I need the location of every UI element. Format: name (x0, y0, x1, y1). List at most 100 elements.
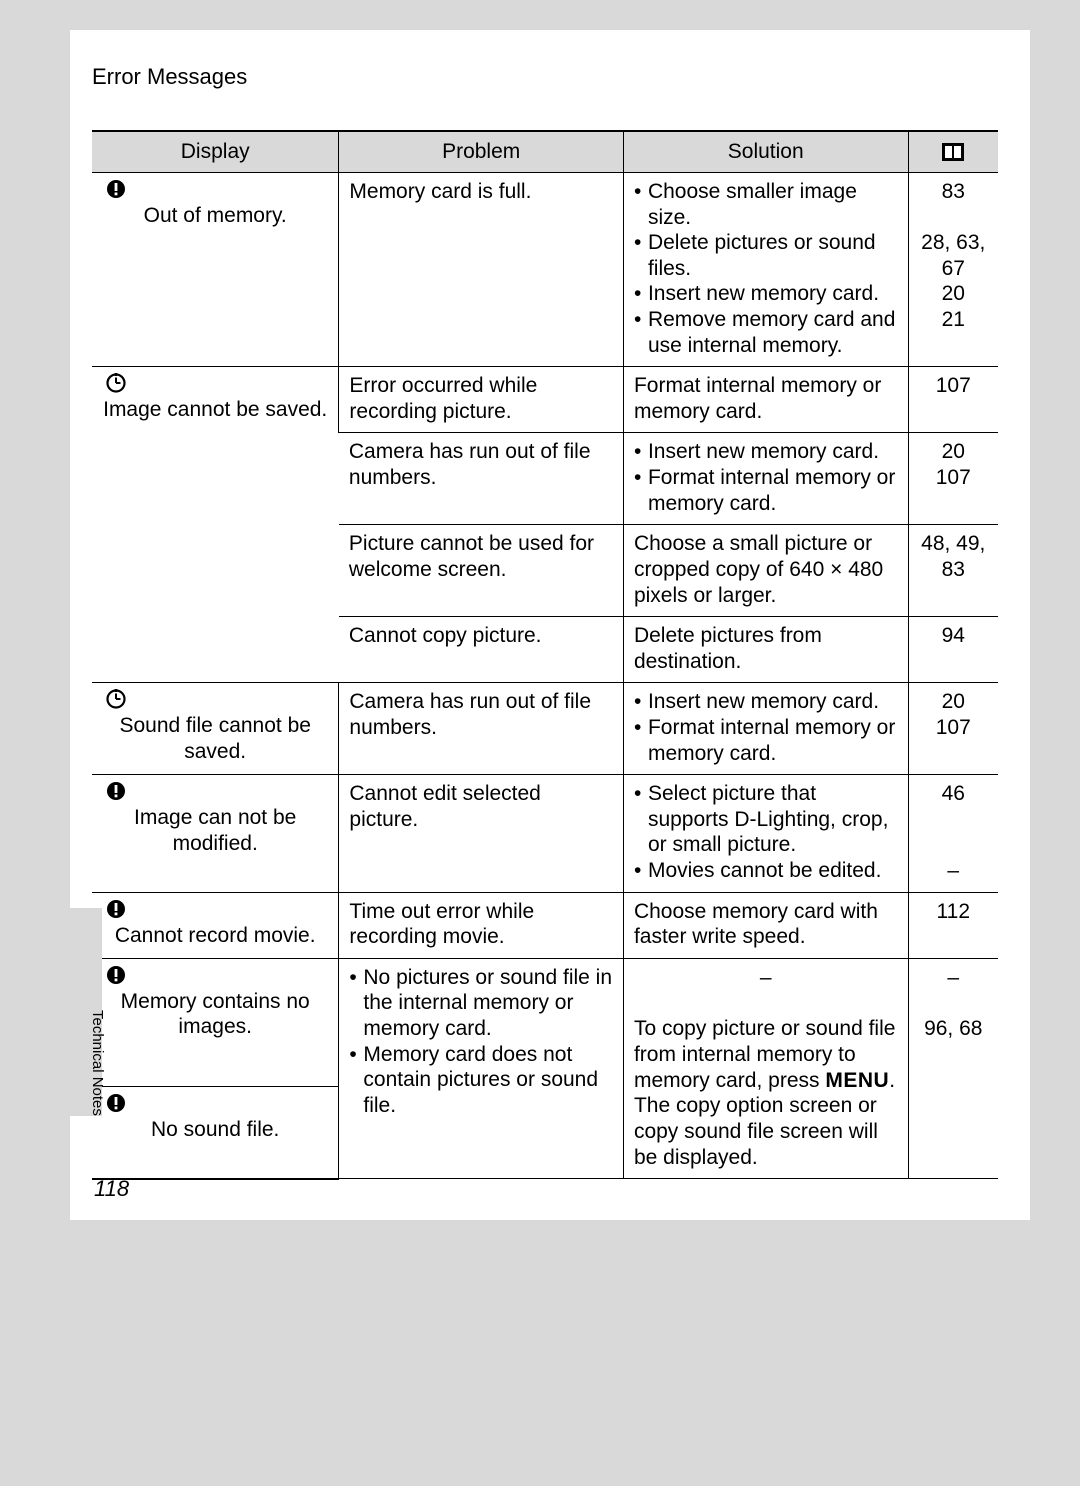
page-ref (919, 205, 988, 231)
reference-icon (942, 143, 964, 161)
clock-warning-icon (102, 373, 328, 397)
warning-icon (102, 781, 328, 805)
list-item: Format internal memory or memory card. (648, 465, 898, 516)
menu-label: MENU (825, 1069, 889, 1092)
page-title: Error Messages (70, 30, 1030, 102)
page-ref: 83 (919, 179, 988, 205)
table-row: Cannot record movie. Time out error while… (92, 892, 998, 958)
problem-cell: Cannot copy picture. (339, 617, 624, 683)
problem-cell: Camera has run out of file numbers. (339, 433, 624, 525)
list-item: Movies cannot be edited. (648, 858, 898, 884)
solution-cell: Format internal memory or memory card. (623, 367, 908, 433)
warning-icon (102, 1093, 328, 1117)
list-item: Format internal memory or memory card. (648, 715, 898, 766)
display-cell: Cannot record movie. (92, 892, 339, 958)
problem-cell: Camera has run out of file numbers. (339, 683, 624, 775)
problem-cell: No pictures or sound file in the interna… (339, 958, 624, 1178)
col-problem: Problem (339, 131, 624, 173)
page-ref: 46 (919, 781, 988, 807)
table-row: Out of memory.Memory card is full.Choose… (92, 173, 998, 367)
pages-cell: 83 28, 63, 672021 (908, 173, 998, 367)
solution-cell: – To copy picture or sound file from inte… (623, 958, 908, 1178)
page-ref: 20 (919, 439, 988, 465)
display-text: Sound file cannot be saved. (102, 713, 328, 764)
list-item: Memory card does not contain pictures or… (363, 1042, 613, 1119)
page-ref: 107 (919, 715, 988, 741)
col-reference (908, 131, 998, 173)
solution-cell: Choose memory card with faster write spe… (623, 892, 908, 958)
table-row: Image cannot be saved. Error occurred whi… (92, 367, 998, 433)
solution-pre: – (634, 965, 898, 991)
list-item: Remove memory card and use internal memo… (648, 307, 898, 358)
display-cell: Memory contains no images. (92, 958, 339, 1086)
page-ref: 20 (919, 689, 988, 715)
solution-text: To copy picture or sound file from inter… (634, 1016, 898, 1170)
list-item: Insert new memory card. (648, 281, 898, 307)
page-ref: 48, 49, 83 (919, 531, 988, 582)
pages-cell: 107 (908, 367, 998, 433)
page: Error Messages Technical Notes Display P… (70, 30, 1030, 1220)
list-item: Select picture that supports D-Lighting,… (648, 781, 898, 858)
pages-cell: 46 – (908, 775, 998, 892)
problem-cell: Time out error while recording movie. (339, 892, 624, 958)
table-header-row: Display Problem Solution (92, 131, 998, 173)
solution-cell: Choose smaller image size.Delete picture… (623, 173, 908, 367)
page-ref: – (919, 858, 988, 884)
problem-cell: Cannot edit selected picture. (339, 775, 624, 892)
page-ref: 94 (919, 623, 988, 649)
pages-cell: 48, 49, 83 (908, 525, 998, 617)
pages-cell: – 96, 68 (908, 958, 998, 1178)
page-ref: 28, 63, 67 (919, 230, 988, 281)
table-row: Memory contains no images. No pictures or… (92, 958, 998, 1086)
clock-warning-icon (102, 689, 328, 713)
page-ref: – (919, 965, 988, 991)
table-row: Image can not be modified.Cannot edit se… (92, 775, 998, 892)
list-item: Delete pictures or sound files. (648, 230, 898, 281)
problem-cell: Memory card is full. (339, 173, 624, 367)
page-ref (919, 807, 988, 833)
pages-cell: 20107 (908, 683, 998, 775)
col-solution: Solution (623, 131, 908, 173)
problem-cell: Picture cannot be used for welcome scree… (339, 525, 624, 617)
solution-cell: Select picture that supports D-Lighting,… (623, 775, 908, 892)
list-item: Insert new memory card. (648, 439, 898, 465)
page-ref: 20 (919, 281, 988, 307)
list-item: No pictures or sound file in the interna… (363, 965, 613, 1042)
page-ref: 107 (919, 373, 988, 399)
solution-cell: Choose a small picture or cropped copy o… (623, 525, 908, 617)
display-text: Out of memory. (102, 203, 328, 229)
display-text: Cannot record movie. (102, 923, 328, 949)
warning-icon (102, 899, 328, 923)
pages-cell: 112 (908, 892, 998, 958)
table-row: Sound file cannot be saved.Camera has ru… (92, 683, 998, 775)
display-cell: Out of memory. (92, 173, 339, 367)
page-ref: 21 (919, 307, 988, 333)
page-ref: 96, 68 (919, 1016, 988, 1042)
pages-cell: 20107 (908, 433, 998, 525)
pages-cell: 94 (908, 617, 998, 683)
warning-icon (102, 179, 328, 203)
page-ref (919, 990, 988, 1016)
solution-cell: Insert new memory card.Format internal m… (623, 433, 908, 525)
warning-icon (102, 965, 328, 989)
col-display: Display (92, 131, 339, 173)
page-number: 118 (94, 1176, 129, 1202)
display-cell: Sound file cannot be saved. (92, 683, 339, 775)
display-cell: No sound file. (92, 1086, 339, 1178)
page-ref: 107 (919, 465, 988, 491)
error-table-wrap: Display Problem Solution Out of memory. M… (70, 102, 1030, 1180)
page-ref (919, 832, 988, 858)
page-ref: 112 (919, 899, 988, 925)
display-text: Image cannot be saved. (102, 397, 328, 423)
solution-cell: Delete pictures from destination. (623, 617, 908, 683)
display-cell: Image cannot be saved. (92, 367, 339, 683)
problem-cell: Error occurred while recording picture. (339, 367, 624, 433)
display-text: Image can not be modified. (102, 805, 328, 856)
solution-cell: Insert new memory card.Format internal m… (623, 683, 908, 775)
display-text: Memory contains no images. (102, 989, 328, 1040)
error-messages-table: Display Problem Solution Out of memory. M… (92, 130, 998, 1180)
display-cell: Image can not be modified. (92, 775, 339, 892)
display-text: No sound file. (102, 1117, 328, 1143)
list-item: Insert new memory card. (648, 689, 898, 715)
list-item: Choose smaller image size. (648, 179, 898, 230)
